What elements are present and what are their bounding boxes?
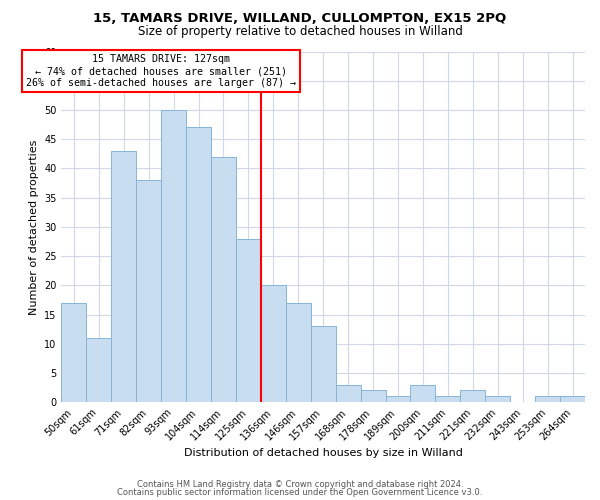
Bar (535, 396, 560, 402)
Text: Size of property relative to detached houses in Willand: Size of property relative to detached ho… (137, 25, 463, 38)
Bar (261, 286, 286, 402)
Bar (211, 156, 236, 402)
Bar (111, 151, 136, 402)
Y-axis label: Number of detached properties: Number of detached properties (29, 139, 38, 314)
Bar (186, 128, 211, 402)
X-axis label: Distribution of detached houses by size in Willand: Distribution of detached houses by size … (184, 448, 463, 458)
Bar (61, 303, 86, 402)
Bar (86, 338, 111, 402)
Bar (560, 396, 585, 402)
Bar (136, 180, 161, 402)
Bar (161, 110, 186, 402)
Bar (335, 384, 361, 402)
Bar (410, 384, 436, 402)
Text: Contains HM Land Registry data © Crown copyright and database right 2024.: Contains HM Land Registry data © Crown c… (137, 480, 463, 489)
Bar (361, 390, 386, 402)
Text: Contains public sector information licensed under the Open Government Licence v3: Contains public sector information licen… (118, 488, 482, 497)
Bar (386, 396, 410, 402)
Text: 15 TAMARS DRIVE: 127sqm
← 74% of detached houses are smaller (251)
26% of semi-d: 15 TAMARS DRIVE: 127sqm ← 74% of detache… (26, 54, 296, 88)
Bar (436, 396, 460, 402)
Bar (485, 396, 510, 402)
Bar (236, 238, 261, 402)
Bar (460, 390, 485, 402)
Bar (286, 303, 311, 402)
Text: 15, TAMARS DRIVE, WILLAND, CULLOMPTON, EX15 2PQ: 15, TAMARS DRIVE, WILLAND, CULLOMPTON, E… (94, 12, 506, 26)
Bar (311, 326, 335, 402)
